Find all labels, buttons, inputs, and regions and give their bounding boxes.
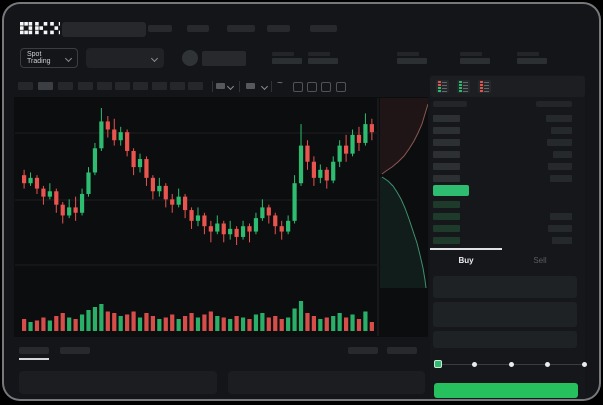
timeframe-button[interactable] <box>152 82 167 90</box>
bid-amount-bar <box>550 213 572 220</box>
market-type-dropdown[interactable]: Spot Trading <box>20 48 78 68</box>
toolbar-divider <box>212 81 213 92</box>
camera-icon[interactable] <box>307 82 317 92</box>
chevron-down-icon <box>226 82 235 91</box>
timeframe-button[interactable] <box>133 82 148 90</box>
ask-price-bar[interactable] <box>433 127 460 134</box>
slider-handle[interactable] <box>434 360 442 368</box>
ask-price-bar[interactable] <box>433 163 460 170</box>
orderbook-combined-view-icon[interactable] <box>436 80 449 93</box>
last-price-badge[interactable] <box>433 185 469 196</box>
nav-item[interactable] <box>310 25 337 32</box>
ask-amount-bar <box>551 127 572 134</box>
pair-coin-icon <box>182 50 198 66</box>
total-field[interactable] <box>433 331 577 348</box>
bid-price-bar[interactable] <box>433 237 460 244</box>
price-field[interactable] <box>433 276 577 298</box>
stat-value <box>517 58 547 64</box>
amount-field[interactable] <box>433 302 577 327</box>
history-table-placeholder <box>228 371 425 394</box>
timeframe-button[interactable] <box>38 82 53 90</box>
orderbook-header-price <box>433 101 467 107</box>
orderbook-asks-view-icon[interactable] <box>478 80 491 93</box>
timeframe-button[interactable] <box>78 82 93 90</box>
orderbook-bids-view-icon[interactable] <box>457 80 470 93</box>
nav-item[interactable] <box>148 25 172 32</box>
orders-table-placeholder <box>19 371 217 394</box>
stat-value <box>308 58 338 64</box>
nav-item[interactable] <box>187 25 209 32</box>
slider-stop[interactable] <box>581 362 587 367</box>
buy-tab[interactable]: Buy <box>458 256 474 265</box>
stat-label <box>308 52 330 56</box>
buy-tab-indicator <box>430 248 502 250</box>
slider-stop[interactable] <box>545 362 550 367</box>
bid-amount-bar <box>552 237 572 244</box>
ask-price-bar[interactable] <box>433 139 460 146</box>
pair-dropdown[interactable] <box>86 48 164 68</box>
timeframe-button[interactable] <box>188 82 203 90</box>
toolbar-divider <box>271 81 272 92</box>
chevron-down-icon <box>150 54 159 62</box>
bid-amount-bar <box>548 225 572 232</box>
bid-price-bar[interactable] <box>433 201 460 208</box>
ask-amount-bar <box>553 151 572 158</box>
ask-amount-bar <box>547 139 572 146</box>
ask-amount-bar <box>546 115 572 122</box>
fullscreen-icon[interactable] <box>336 82 346 92</box>
stat-label <box>397 52 419 56</box>
active-tab-underline <box>19 358 49 360</box>
nav-item[interactable] <box>227 25 255 32</box>
bid-price-bar[interactable] <box>433 213 460 220</box>
nav-item[interactable] <box>267 25 290 32</box>
okx-logo <box>20 22 60 35</box>
ask-amount-bar <box>550 175 572 182</box>
timeframe-button[interactable] <box>97 82 112 90</box>
chart-pane[interactable] <box>14 97 429 337</box>
chart-type-dropdown[interactable] <box>216 83 225 89</box>
chevron-down-icon <box>260 82 269 91</box>
history-icon[interactable] <box>321 82 331 92</box>
slider-stop[interactable] <box>508 362 514 367</box>
ask-price-bar[interactable] <box>433 175 460 182</box>
stat-label <box>272 52 294 56</box>
pair-name-placeholder <box>202 51 246 66</box>
bid-price-bar[interactable] <box>433 225 460 232</box>
bottom-action[interactable] <box>387 347 417 354</box>
ask-amount-bar <box>548 163 572 170</box>
indicators-dropdown[interactable] <box>246 83 255 89</box>
candlestick-chart[interactable] <box>14 97 429 337</box>
stat-value <box>272 58 302 64</box>
bottom-tab[interactable] <box>60 347 90 354</box>
chevron-down-icon <box>64 54 73 62</box>
buy-button[interactable] <box>434 383 578 398</box>
draw-icon[interactable] <box>293 82 303 92</box>
stat-label <box>460 52 482 56</box>
ask-price-bar[interactable] <box>433 151 460 158</box>
orderbook-header-amount <box>536 101 572 107</box>
stat-value <box>460 58 490 64</box>
bottom-action[interactable] <box>348 347 378 354</box>
stat-label <box>517 52 539 56</box>
market-type-label: Spot Trading <box>27 51 51 65</box>
timeframe-button[interactable] <box>115 82 130 90</box>
search-input[interactable] <box>62 22 146 37</box>
ask-price-bar[interactable] <box>433 115 460 122</box>
timeframe-button[interactable] <box>58 82 73 90</box>
stat-value <box>397 58 427 64</box>
timeframe-button[interactable] <box>18 82 33 90</box>
slider-stop[interactable] <box>472 362 477 367</box>
sell-tab[interactable]: Sell <box>533 256 547 265</box>
bottom-tab[interactable] <box>19 347 49 354</box>
toolbar-divider <box>239 81 240 92</box>
orderbook-toolbar <box>430 76 585 97</box>
timeframe-button[interactable] <box>170 82 185 90</box>
line-tool[interactable]: ~ <box>277 78 283 89</box>
